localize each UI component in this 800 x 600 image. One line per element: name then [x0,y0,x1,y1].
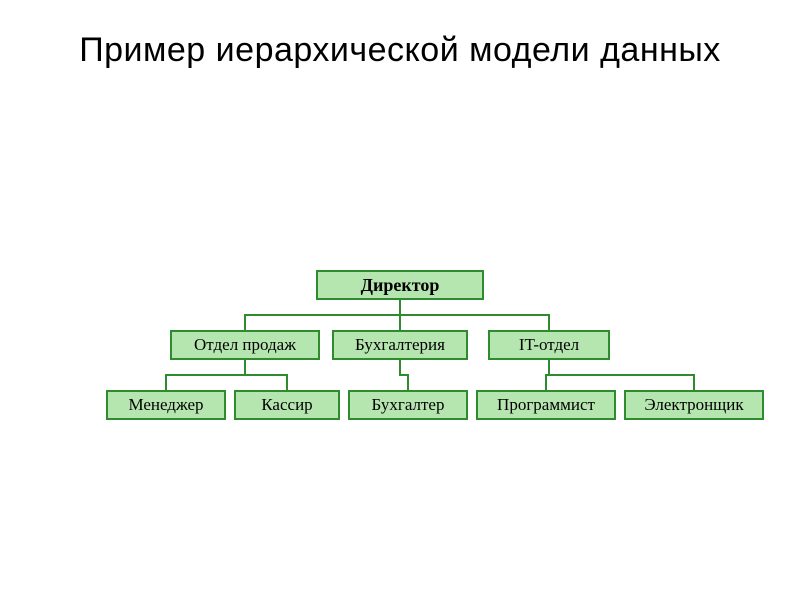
tree-node-it: IT-отдел [488,330,610,360]
tree-node-elec: Электронщик [624,390,764,420]
tree-node-cash: Кассир [234,390,340,420]
tree-node-root: Директор [316,270,484,300]
slide: Пример иерархической модели данных Дирек… [0,0,800,600]
tree-node-mgr: Менеджер [106,390,226,420]
tree-node-acct: Бухгалтерия [332,330,468,360]
connector-layer [0,0,800,600]
hierarchy-diagram: Директор Отдел продаж Бухгалтерия IT-отдел М… [0,0,800,600]
tree-node-bkpr: Бухгалтер [348,390,468,420]
tree-node-prog: Программист [476,390,616,420]
tree-node-sales: Отдел продаж [170,330,320,360]
